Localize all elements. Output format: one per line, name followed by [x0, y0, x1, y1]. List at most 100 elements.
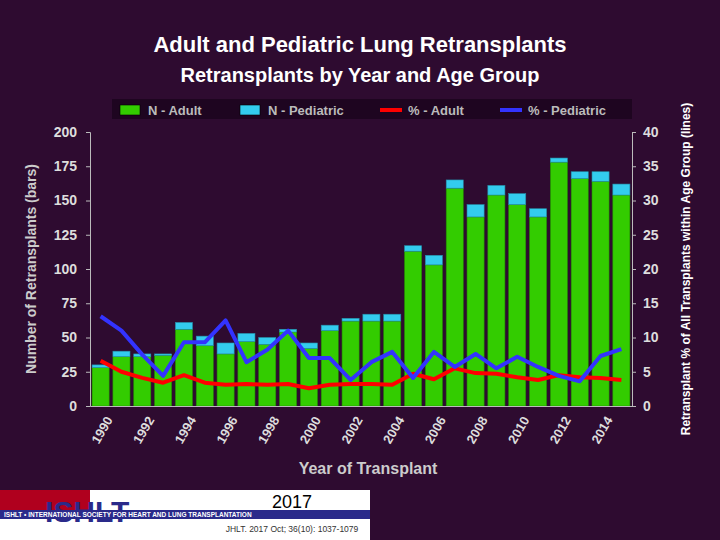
- tick: 1990: [88, 414, 115, 447]
- bar: [446, 180, 463, 188]
- tick-label: 5: [643, 364, 651, 380]
- bar: [405, 251, 422, 406]
- bar: [467, 217, 484, 406]
- bar: [384, 321, 401, 406]
- footer: ISHLTISHLT • INTERNATIONAL SOCIETY FOR H…: [0, 490, 370, 540]
- bar: [321, 325, 338, 330]
- bar: [238, 333, 255, 341]
- tick: 1996: [213, 414, 240, 447]
- subtitle: Retransplants by Year and Age Group: [181, 64, 540, 86]
- x-axis-title: Year of Transplant: [299, 460, 438, 477]
- tick: 0: [632, 398, 651, 414]
- plot-marks: [92, 158, 630, 406]
- bar: [321, 331, 338, 406]
- tick-label: 75: [61, 295, 77, 311]
- tick-label: 20: [643, 261, 659, 277]
- bar: [196, 346, 213, 406]
- y2-axis-title: Retransplant % of All Transplants within…: [679, 103, 693, 435]
- bar: [342, 321, 359, 406]
- tick-label: 2004: [380, 413, 408, 446]
- tick: 2006: [422, 414, 449, 447]
- tick-mark: [86, 406, 90, 407]
- legend-swatch: [120, 105, 140, 115]
- tick: 5: [632, 364, 651, 380]
- bar: [550, 158, 567, 162]
- bar: [155, 354, 172, 355]
- tick-label: 2010: [505, 414, 532, 447]
- legend-swatch: [240, 105, 260, 115]
- bar: [467, 205, 484, 217]
- tick: 2010: [505, 414, 532, 447]
- tick-label: 2008: [463, 414, 490, 447]
- footer-year: 2017: [272, 492, 312, 512]
- tick: 175: [54, 158, 90, 174]
- bar: [613, 195, 630, 406]
- legend-label: N - Adult: [148, 103, 202, 118]
- tick-label: 2002: [338, 414, 365, 447]
- tick-label: 1990: [88, 414, 115, 447]
- legend-item: N - Pediatric: [240, 103, 344, 118]
- tick-mark: [632, 406, 636, 407]
- tick: 30: [632, 192, 659, 208]
- legend-box: [112, 99, 632, 119]
- tick: 125: [54, 227, 90, 243]
- tick-mark: [632, 372, 636, 373]
- tick: 35: [632, 158, 659, 174]
- background: [0, 0, 720, 540]
- tick-mark: [632, 201, 636, 202]
- tick-label: 2000: [297, 414, 324, 447]
- tick: 100: [54, 261, 90, 277]
- tick-label: 30: [643, 192, 659, 208]
- axis-line: [633, 133, 637, 407]
- tick-mark: [632, 166, 636, 167]
- legend-swatch: [380, 108, 402, 112]
- tick-label: 25: [643, 227, 659, 243]
- citation: JHLT. 2017 Oct; 36(10): 1037-1079: [226, 524, 359, 534]
- bar: [113, 351, 130, 356]
- tick-mark: [632, 132, 636, 133]
- tick: 2000: [297, 414, 324, 447]
- chart: Adult and Pediatric Lung Retransplants Re…: [0, 0, 720, 540]
- bar: [550, 162, 567, 406]
- legend-swatch: [500, 108, 522, 112]
- tick-label: 2012: [547, 414, 574, 447]
- tick-mark: [86, 132, 90, 133]
- bar: [425, 265, 442, 406]
- legend-item: % - Adult: [380, 103, 465, 118]
- tick-label: 50: [61, 329, 77, 345]
- tick: 15: [632, 295, 659, 311]
- line: [101, 316, 622, 381]
- bar: [571, 172, 588, 179]
- tick: 200: [54, 124, 90, 140]
- tick-label: 2006: [422, 414, 449, 447]
- tick-label: 175: [54, 158, 78, 174]
- title: Adult and Pediatric Lung Retransplants: [153, 32, 566, 57]
- legend-label: N - Pediatric: [268, 103, 344, 118]
- society-name: ISHLT • INTERNATIONAL SOCIETY FOR HEART …: [4, 511, 252, 518]
- y-axis: 0255075100125150175200: [54, 124, 91, 414]
- tick: 2014: [588, 413, 616, 446]
- tick: 1998: [255, 414, 282, 447]
- tick: 2002: [338, 414, 365, 447]
- tick-label: 150: [54, 192, 78, 208]
- tick: 50: [61, 329, 90, 345]
- tick-mark: [86, 201, 90, 202]
- bar: [488, 185, 505, 195]
- bar: [592, 181, 609, 406]
- tick: 25: [61, 364, 90, 380]
- logo-strip: [0, 510, 370, 519]
- tick: 2004: [380, 413, 408, 446]
- tick-label: 40: [643, 124, 659, 140]
- tick-mark: [86, 338, 90, 339]
- bar: [384, 314, 401, 321]
- tick-label: 1998: [255, 414, 282, 447]
- tick-label: 10: [643, 329, 659, 345]
- bar-series: [92, 162, 630, 406]
- bar: [509, 194, 526, 205]
- tick-label: 1992: [130, 414, 157, 447]
- bar: [342, 318, 359, 321]
- tick-label: 125: [54, 227, 78, 243]
- tick: 25: [632, 227, 659, 243]
- tick: 2008: [463, 414, 490, 447]
- tick: 1994: [172, 413, 200, 446]
